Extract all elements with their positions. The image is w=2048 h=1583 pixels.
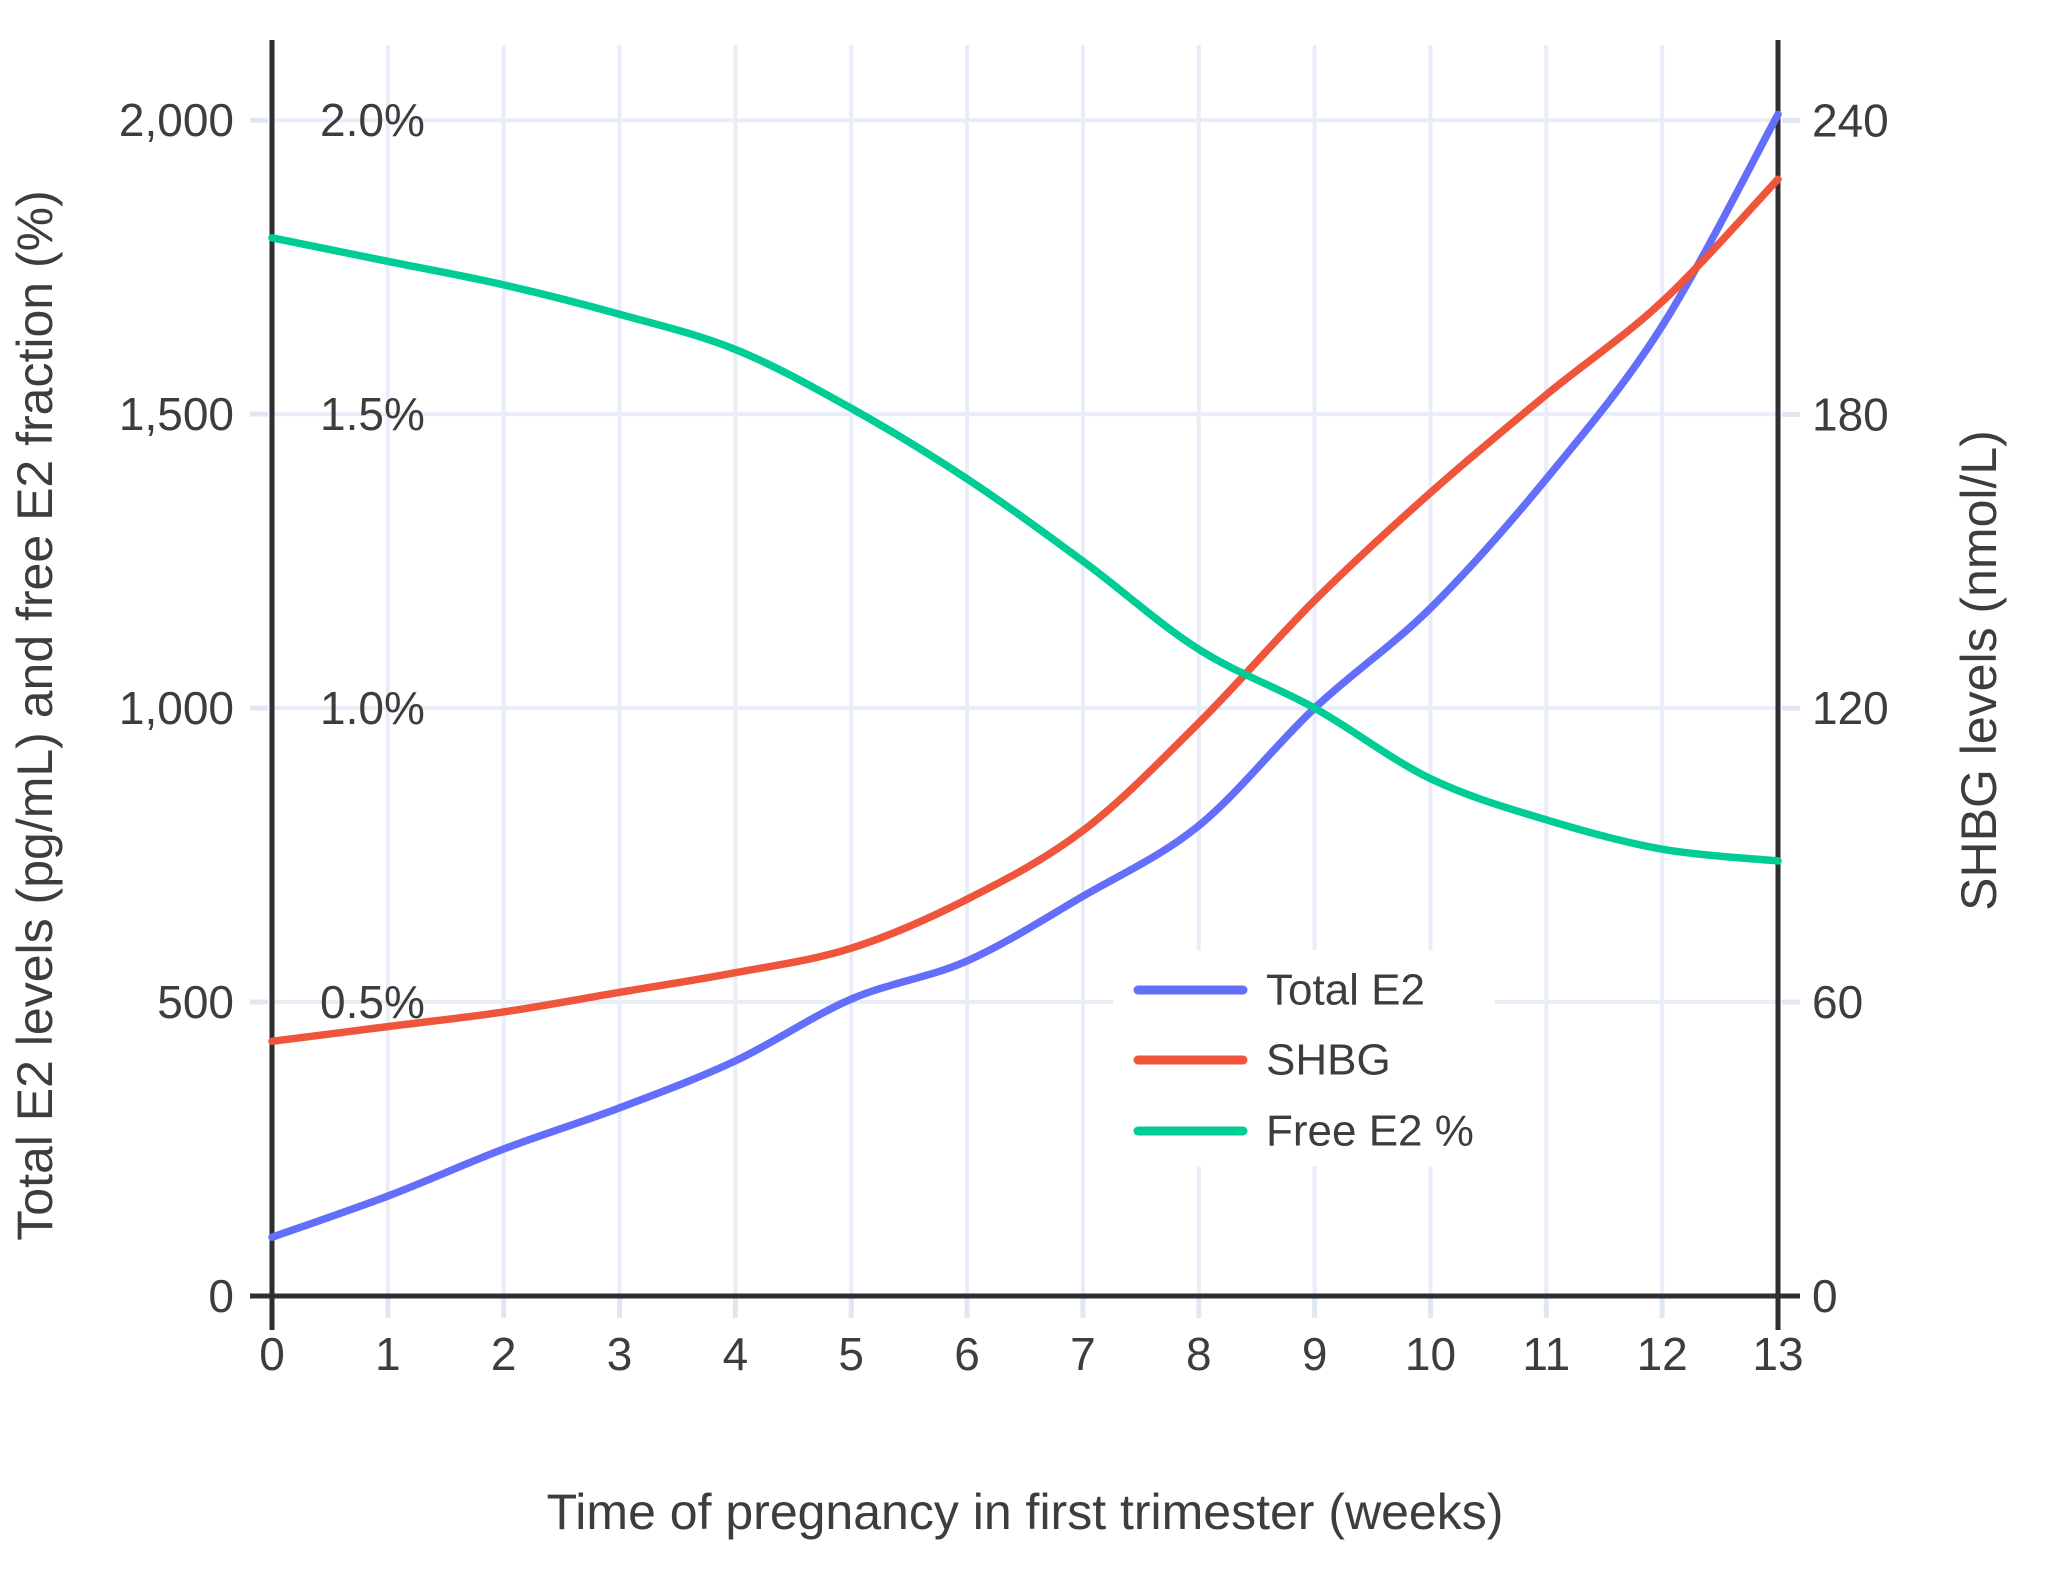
series-line-total-e2 (268, 110, 1782, 1241)
series-line-shbg (268, 175, 1782, 1046)
legend-item-free-e2[interactable]: Free E2 % (1133, 1107, 1474, 1156)
legend-item-shbg[interactable]: SHBG (1133, 1036, 1391, 1085)
x-tick-label: 0 (259, 1328, 285, 1380)
y-axis-right-title: SHBG levels (nmol/L) (1951, 430, 2007, 911)
series-curves (268, 110, 1782, 1241)
y-axis-left-title: Total E2 levels (pg/mL) and free E2 frac… (7, 190, 63, 1240)
y-left-tick-label: 0 (208, 1270, 234, 1322)
x-tick-label: 8 (1186, 1328, 1212, 1380)
y-left-tick-label: 1,500 (119, 388, 234, 440)
axes (250, 40, 1800, 1330)
x-tick-label: 11 (1522, 1328, 1570, 1380)
gridlines (272, 45, 1778, 1296)
y-right-tick-label: 60 (1812, 976, 1863, 1028)
y-percent-tick-label: 0.5% (320, 976, 425, 1028)
y-right-tick-label: 240 (1812, 94, 1889, 146)
x-tick-label: 4 (723, 1328, 749, 1380)
x-tick-label: 5 (838, 1328, 864, 1380)
y-left-tick-label: 500 (157, 976, 234, 1028)
legend-label-shbg: SHBG (1266, 1036, 1391, 1085)
legend-label-free-e2: Free E2 % (1266, 1107, 1474, 1156)
legend-item-total-e2[interactable]: Total E2 (1133, 966, 1425, 1015)
legend-label-total-e2: Total E2 (1266, 966, 1425, 1015)
x-tick-label: 10 (1405, 1328, 1456, 1380)
x-axis-title: Time of pregnancy in first trimester (we… (547, 1484, 1504, 1540)
x-tick-label: 1 (375, 1328, 401, 1380)
legend: Total E2 SHBG Free E2 % (1113, 950, 1495, 1166)
y-percent-tick-label: 1.0% (320, 682, 425, 734)
y-left-tick-label: 2,000 (119, 94, 234, 146)
tick-labels: 05001,0001,5002,0000.5%1.0%1.5%2.0%06012… (119, 94, 1889, 1380)
y-left-tick-label: 1,000 (119, 682, 234, 734)
x-tick-label: 2 (491, 1328, 517, 1380)
x-tick-label: 6 (954, 1328, 980, 1380)
x-tick-label: 13 (1752, 1328, 1803, 1380)
x-tick-label: 7 (1070, 1328, 1096, 1380)
x-tick-label: 12 (1637, 1328, 1688, 1380)
y-right-tick-label: 120 (1812, 682, 1889, 734)
series-line-free-e2 (268, 234, 1782, 865)
x-tick-label: 9 (1302, 1328, 1328, 1380)
y-right-tick-label: 180 (1812, 388, 1889, 440)
y-right-tick-label: 0 (1812, 1270, 1838, 1322)
x-tick-label: 3 (607, 1328, 633, 1380)
y-percent-tick-label: 1.5% (320, 388, 425, 440)
y-percent-tick-label: 2.0% (320, 94, 425, 146)
